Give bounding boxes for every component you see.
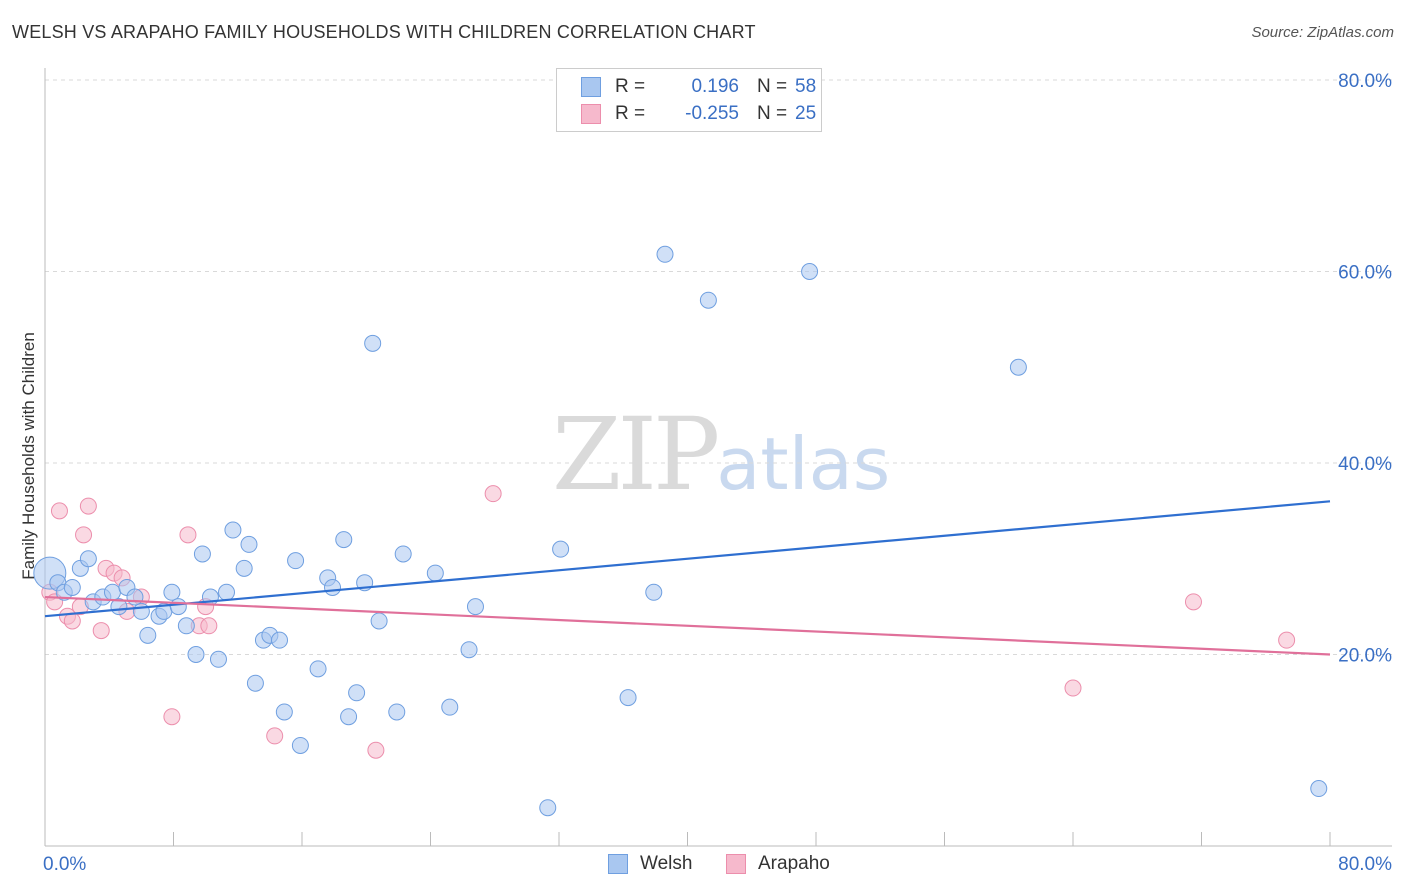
welsh-point xyxy=(388,703,406,721)
welsh-point xyxy=(340,708,358,726)
welsh-point xyxy=(291,736,309,754)
r-label: R = xyxy=(615,76,646,97)
n-value: 58 xyxy=(795,76,817,97)
arapaho-point xyxy=(1184,593,1202,611)
arapaho-trend-line xyxy=(44,595,1331,656)
chart-title: WELSH VS ARAPAHO FAMILY HOUSEHOLDS WITH … xyxy=(12,22,756,42)
watermark-atlas: atlas xyxy=(716,422,891,506)
arapaho-point xyxy=(200,617,218,635)
bottom-legend-arapaho: Arapaho xyxy=(726,852,830,876)
welsh-point xyxy=(656,245,674,263)
welsh-point xyxy=(79,550,97,568)
welsh-point xyxy=(324,578,342,596)
welsh-point xyxy=(699,291,717,309)
n-value: 25 xyxy=(795,103,817,124)
welsh-point xyxy=(394,545,412,563)
welsh-point xyxy=(132,602,150,620)
welsh-point xyxy=(552,540,570,558)
welsh-point xyxy=(460,641,478,659)
welsh-point xyxy=(224,521,242,539)
watermark-zip: ZIP xyxy=(552,396,720,513)
arapaho-point xyxy=(75,526,93,544)
y-axis-label: Family Households with Children xyxy=(19,332,38,580)
legend-row-arapaho: R = -0.255 N = 25 xyxy=(581,102,816,126)
welsh-point xyxy=(209,650,227,668)
welsh-point xyxy=(426,564,444,582)
legend-row-welsh: R = 0.196 N = 58 xyxy=(581,75,816,99)
arapaho-point xyxy=(484,485,502,503)
arapaho-swatch xyxy=(726,854,746,874)
x-tick-label: 0.0% xyxy=(43,854,86,875)
welsh-point xyxy=(619,689,637,707)
source-label: Source: ZipAtlas.com xyxy=(1251,24,1394,41)
welsh-point xyxy=(539,799,557,817)
bottom-legend-welsh: Welsh xyxy=(608,852,692,876)
watermark: ZIPatlas xyxy=(552,396,890,513)
welsh-point xyxy=(466,598,484,616)
axes xyxy=(44,68,1392,847)
welsh-legend-label: Welsh xyxy=(640,853,693,874)
arapaho-point xyxy=(1064,679,1082,697)
welsh-point xyxy=(235,559,253,577)
welsh-trend-line xyxy=(44,500,1331,618)
arapaho-point xyxy=(163,708,181,726)
r-value: -0.255 xyxy=(685,103,739,124)
tick-marks xyxy=(44,832,1331,846)
arapaho-point xyxy=(179,526,197,544)
arapaho-point xyxy=(79,497,97,515)
welsh-point xyxy=(218,583,236,601)
welsh-point xyxy=(370,612,388,630)
trend-lines xyxy=(44,500,1331,656)
welsh-point xyxy=(240,535,258,553)
n-label: N = xyxy=(757,76,788,97)
welsh-point xyxy=(169,598,187,616)
correlation-legend: R = 0.196 N = 58 R = -0.255 N = 25 xyxy=(556,68,822,132)
arapaho-legend-label: Arapaho xyxy=(758,853,830,874)
welsh-point xyxy=(364,334,382,352)
welsh-point xyxy=(177,617,195,635)
welsh-point xyxy=(63,578,81,596)
arapaho-points xyxy=(41,485,1296,759)
welsh-point xyxy=(246,674,264,692)
welsh-point xyxy=(139,626,157,644)
welsh-point xyxy=(163,583,181,601)
r-value: 0.196 xyxy=(691,76,739,97)
arapaho-point xyxy=(367,741,385,759)
welsh-point xyxy=(275,703,293,721)
x-tick-label: 80.0% xyxy=(1338,854,1392,875)
welsh-point xyxy=(335,531,353,549)
welsh-point xyxy=(441,698,459,716)
n-label: N = xyxy=(757,103,788,124)
welsh-point xyxy=(193,545,211,563)
welsh-point xyxy=(309,660,327,678)
y-tick-label: 20.0% xyxy=(1338,646,1392,667)
welsh-point xyxy=(348,684,366,702)
welsh-point xyxy=(801,263,819,280)
arapaho-point xyxy=(50,502,68,520)
welsh-point xyxy=(271,631,289,649)
welsh-point xyxy=(187,646,205,663)
welsh-swatch xyxy=(608,854,628,874)
welsh-point xyxy=(103,583,121,601)
arapaho-swatch xyxy=(581,104,601,124)
tick-labels: 20.0% 40.0% 60.0% 80.0% 0.0% 80.0% xyxy=(43,71,1392,875)
welsh-points xyxy=(33,245,1328,817)
welsh-point xyxy=(645,583,663,601)
r-label: R = xyxy=(615,103,646,124)
welsh-point xyxy=(126,588,144,606)
y-tick-label: 60.0% xyxy=(1338,263,1392,284)
welsh-point xyxy=(287,552,305,570)
y-tick-label: 80.0% xyxy=(1338,71,1392,92)
welsh-swatch xyxy=(581,77,601,97)
arapaho-point xyxy=(92,622,110,640)
welsh-point xyxy=(1009,358,1027,376)
arapaho-point xyxy=(266,727,284,745)
welsh-point xyxy=(1310,780,1328,798)
arapaho-point xyxy=(1278,631,1296,649)
y-tick-label: 40.0% xyxy=(1338,454,1392,475)
arapaho-point xyxy=(63,612,81,630)
